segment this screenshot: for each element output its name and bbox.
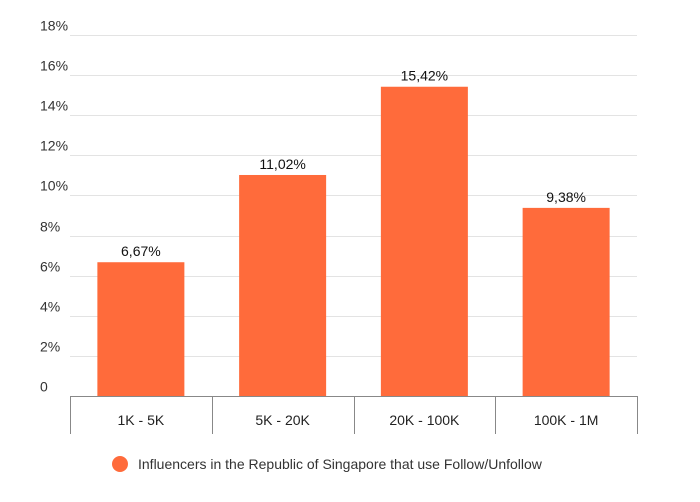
y-tick-label: 0 bbox=[40, 379, 48, 395]
y-tick-label: 6% bbox=[40, 259, 60, 275]
legend: Influencers in the Republic of Singapore… bbox=[112, 456, 542, 472]
data-label: 6,67% bbox=[121, 243, 161, 259]
y-tick-label: 18% bbox=[40, 18, 68, 34]
y-tick-label: 4% bbox=[40, 299, 60, 315]
y-tick-label: 12% bbox=[40, 138, 68, 154]
bar bbox=[380, 86, 468, 396]
data-label: 9,38% bbox=[546, 189, 586, 205]
y-axis-ticks: 0 2% 4% 6% 8% 10% 12% 14% 16% 18% bbox=[40, 18, 68, 395]
legend-marker bbox=[112, 456, 128, 472]
data-label: 11,02% bbox=[259, 156, 305, 172]
y-tick-label: 8% bbox=[40, 219, 60, 235]
x-tick-label: 100K - 1M bbox=[534, 412, 599, 428]
x-tick-label: 20K - 100K bbox=[389, 412, 460, 428]
bar bbox=[97, 262, 185, 396]
y-tick-label: 14% bbox=[40, 98, 68, 114]
bars bbox=[97, 86, 610, 396]
data-labels: 6,67% 11,02% 15,42% 9,38% bbox=[121, 68, 586, 259]
x-tick-label: 1K - 5K bbox=[118, 412, 165, 428]
data-label: 15,42% bbox=[401, 68, 448, 84]
bar bbox=[522, 207, 610, 396]
bar bbox=[239, 174, 327, 396]
legend-label: Influencers in the Republic of Singapore… bbox=[138, 456, 542, 472]
x-tick-label: 5K - 20K bbox=[255, 412, 310, 428]
x-axis: 1K - 5K 5K - 20K 20K - 100K 100K - 1M bbox=[70, 396, 638, 434]
y-tick-label: 10% bbox=[40, 178, 68, 194]
y-tick-label: 2% bbox=[40, 339, 60, 355]
y-tick-label: 16% bbox=[40, 58, 68, 74]
